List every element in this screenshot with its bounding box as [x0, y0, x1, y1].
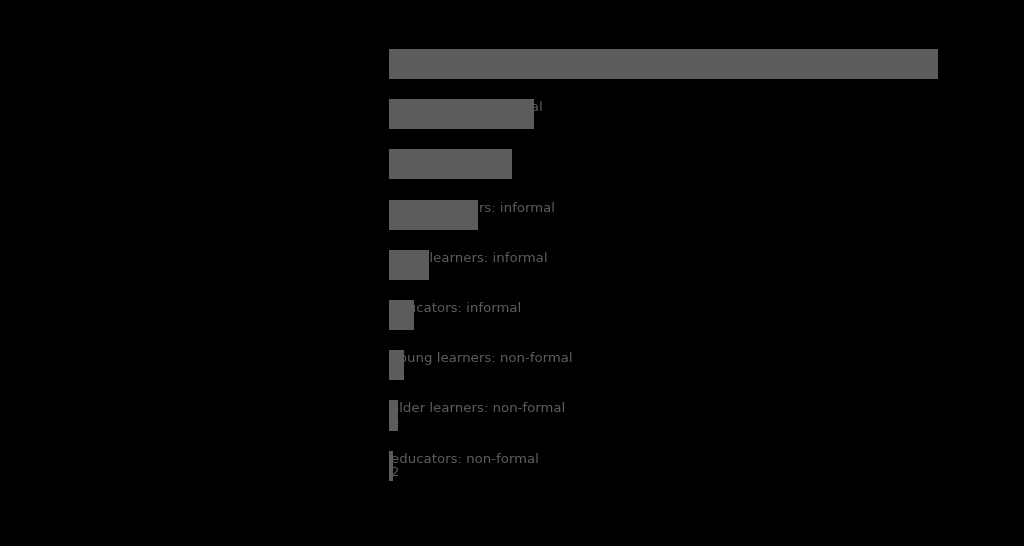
Bar [389, 99, 534, 129]
Bar [389, 400, 398, 430]
Bar [389, 300, 415, 330]
Bar [389, 149, 512, 180]
Text: young learners: informal: young learners: informal [391, 201, 555, 215]
Text: older learners: non-formal: older learners: non-formal [391, 402, 565, 416]
Text: 8: 8 [391, 365, 399, 378]
Bar [389, 199, 477, 230]
Bar [389, 450, 393, 480]
Text: 80: 80 [391, 114, 408, 127]
Bar [389, 350, 403, 381]
Text: educators: formal: educators: formal [391, 151, 509, 164]
Text: 2: 2 [391, 466, 399, 479]
Text: 14: 14 [391, 315, 408, 328]
Text: older learners: formal: older learners: formal [391, 51, 536, 64]
Text: older learners: informal: older learners: informal [391, 252, 548, 265]
Bar [389, 49, 938, 79]
Text: 5: 5 [391, 416, 399, 429]
Text: 22: 22 [391, 265, 408, 278]
Text: educators: non-formal: educators: non-formal [391, 453, 539, 466]
Text: 68: 68 [391, 164, 408, 177]
Bar [389, 250, 429, 280]
Text: young learners: formal: young learners: formal [391, 101, 543, 114]
Text: 304: 304 [391, 64, 416, 77]
Text: young learners: non-formal: young learners: non-formal [391, 352, 572, 365]
Text: 49: 49 [391, 215, 408, 228]
Text: educators: informal: educators: informal [391, 302, 521, 315]
